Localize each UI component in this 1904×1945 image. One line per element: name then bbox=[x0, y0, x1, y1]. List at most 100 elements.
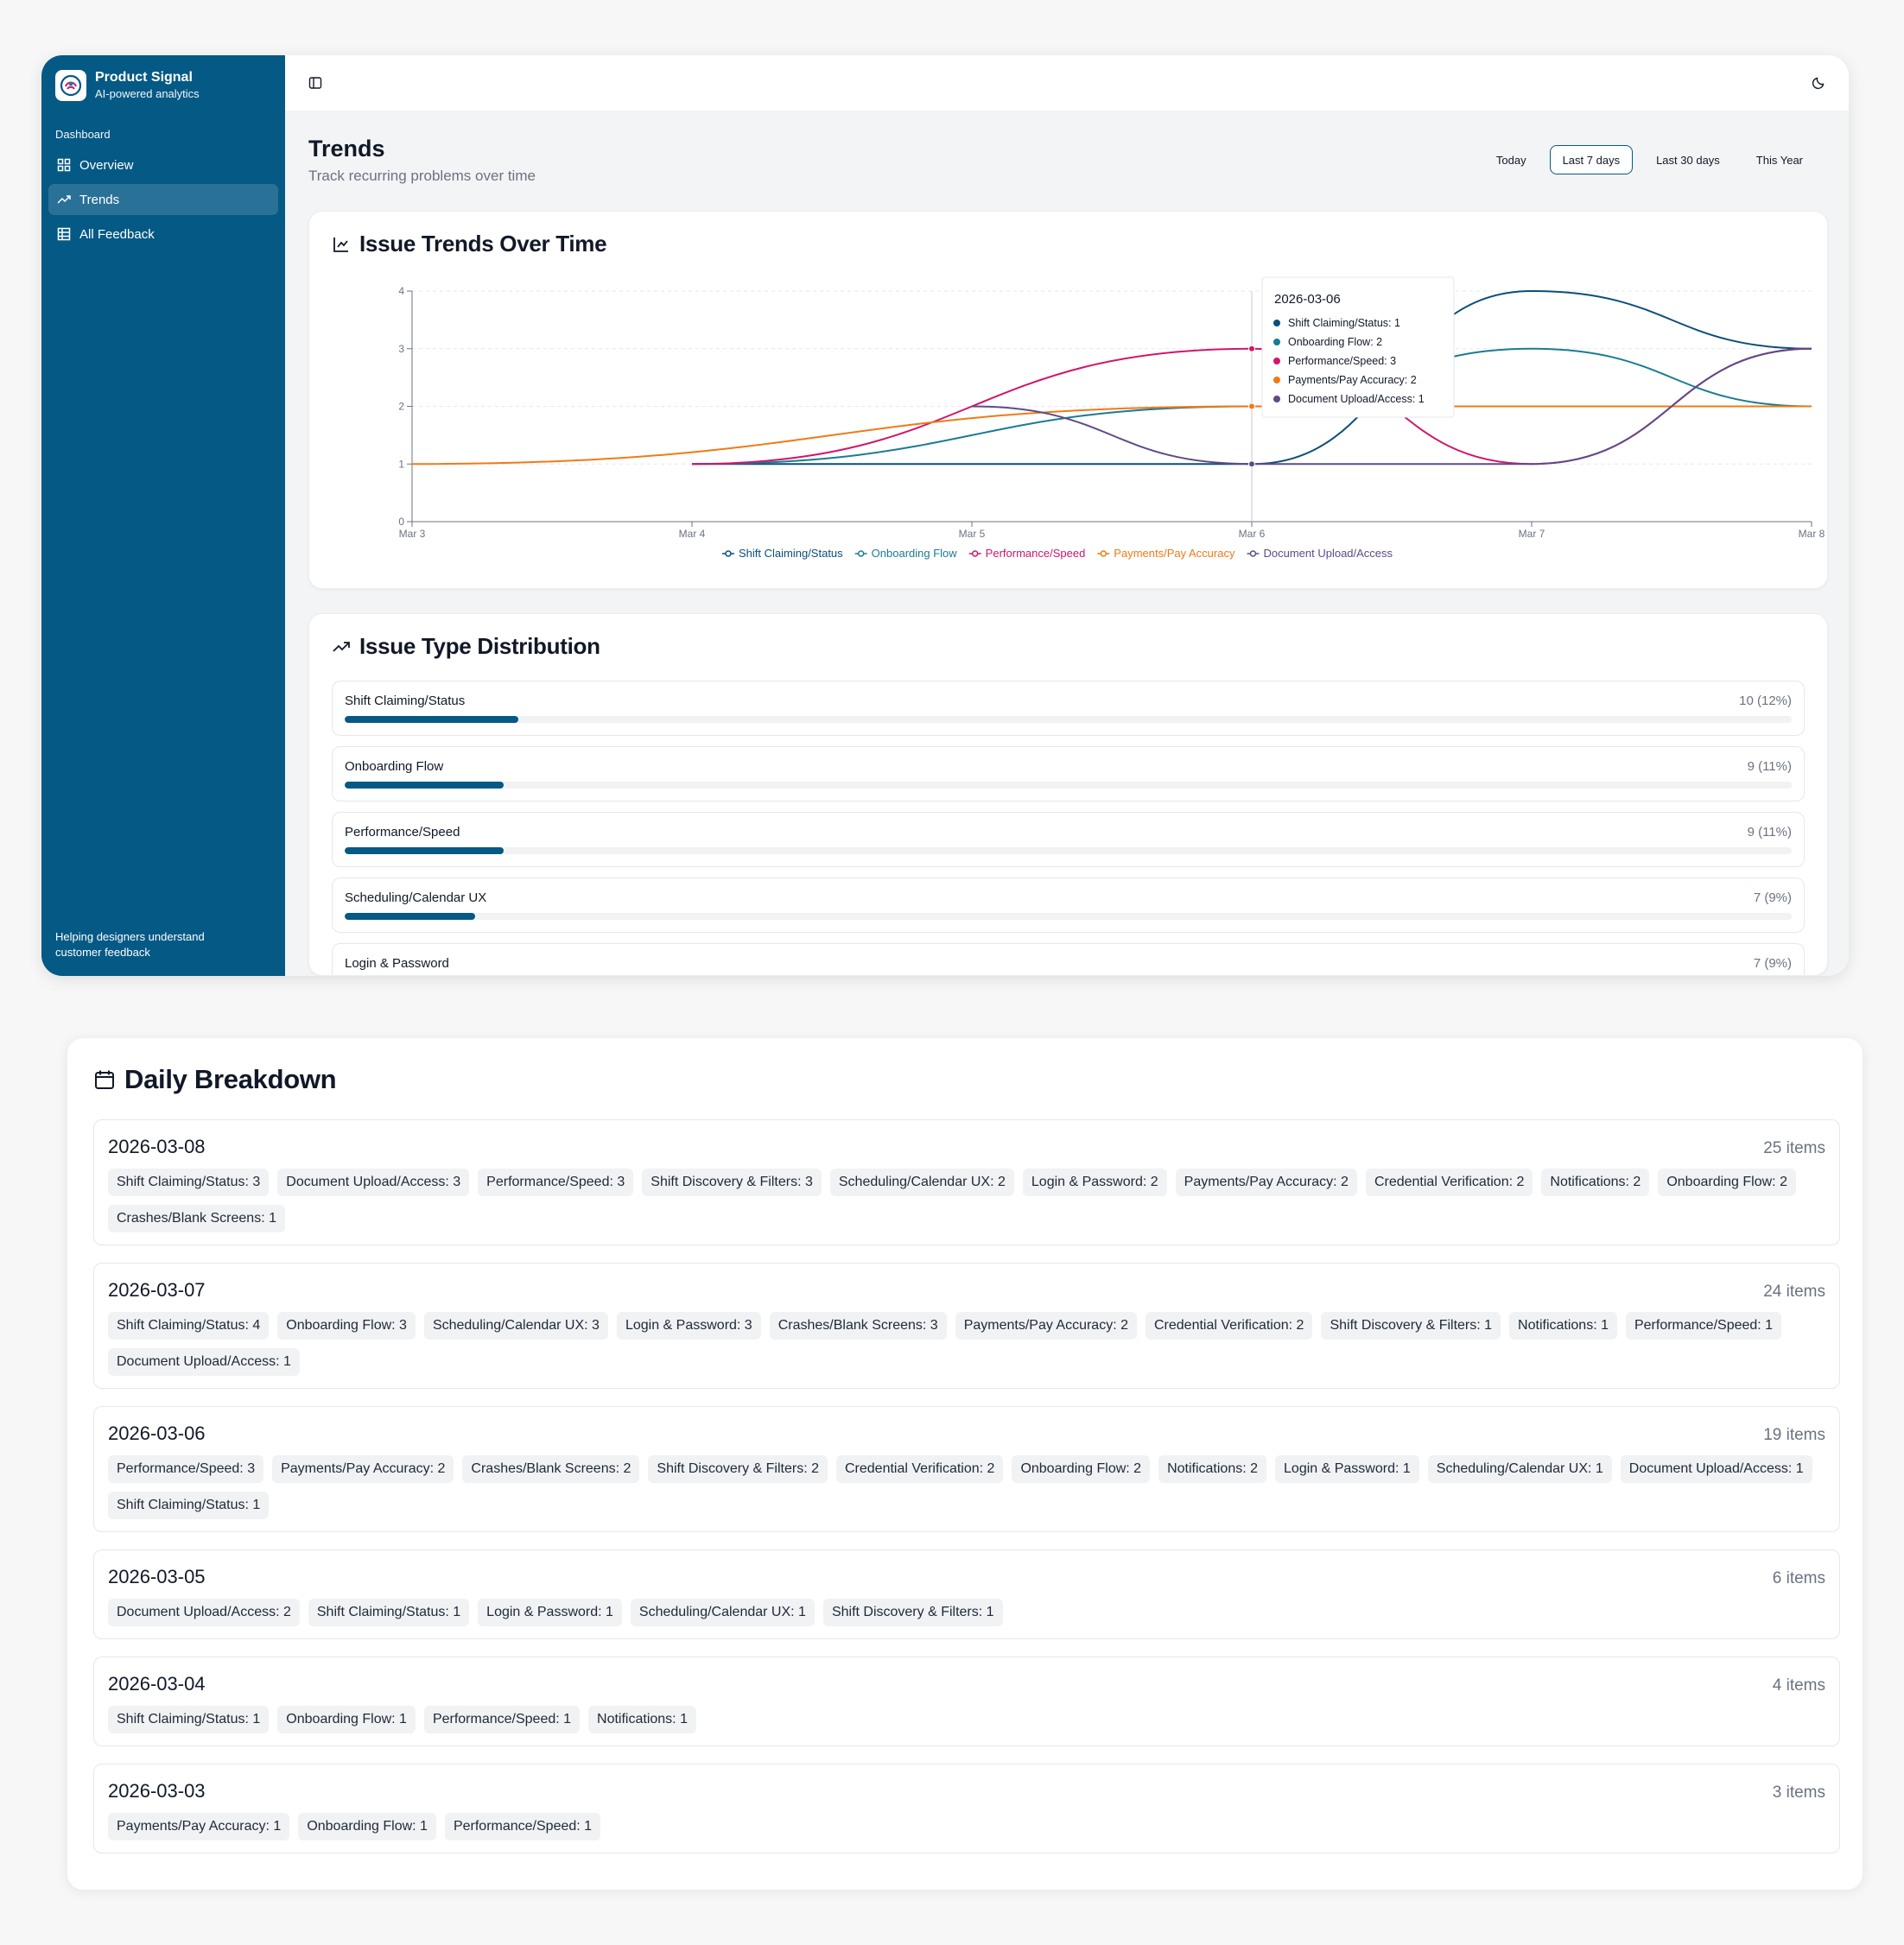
issue-tag: Payments/Pay Accuracy: 1 bbox=[108, 1813, 290, 1840]
issue-tag: Notifications: 2 bbox=[1541, 1169, 1650, 1196]
issue-tag: Crashes/Blank Screens: 2 bbox=[462, 1455, 640, 1483]
issue-tag: Shift Discovery & Filters: 2 bbox=[648, 1455, 828, 1483]
distribution-label: Scheduling/Calendar UX bbox=[345, 890, 487, 905]
issue-tag: Onboarding Flow: 2 bbox=[1658, 1169, 1796, 1196]
issue-tag: Notifications: 1 bbox=[588, 1706, 696, 1733]
distribution-count: 7 (9%) bbox=[1753, 890, 1792, 905]
distribution-row: Performance/Speed 9 (11%) bbox=[332, 812, 1805, 867]
day-date: 2026-03-03 bbox=[108, 1780, 206, 1802]
x-tick-label: Mar 7 bbox=[1519, 528, 1545, 540]
issue-trends-card: Issue Trends Over Time 0 1 2 3 4 Mar 3 Mar 4 Ma… bbox=[308, 211, 1828, 589]
tooltip-date: 2026-03-06 bbox=[1274, 292, 1341, 307]
day-group: 2026-03-08 25 items Shift Claiming/Status:… bbox=[93, 1119, 1840, 1245]
page-title: Trends bbox=[308, 136, 385, 162]
tag-list: Shift Claiming/Status: 3 Document Upload/… bbox=[108, 1169, 1825, 1232]
issue-tag: Shift Claiming/Status: 1 bbox=[308, 1599, 470, 1626]
y-tick-label: 1 bbox=[398, 458, 404, 470]
x-tick-label: Mar 6 bbox=[1239, 528, 1266, 540]
issue-tag: Scheduling/Calendar UX: 3 bbox=[423, 1312, 608, 1340]
sidebar-item-all-feedback[interactable]: All Feedback bbox=[48, 219, 278, 250]
distribution-row: Shift Claiming/Status 10 (12%) bbox=[332, 681, 1805, 736]
distribution-label: Performance/Speed bbox=[345, 825, 460, 839]
y-tick-label: 0 bbox=[398, 516, 404, 528]
distribution-bar-track bbox=[345, 847, 1792, 854]
daily-list: 2026-03-08 25 items Shift Claiming/Status:… bbox=[93, 1119, 1840, 1853]
range-today[interactable]: Today bbox=[1495, 153, 1526, 167]
issue-tag: Onboarding Flow: 2 bbox=[1012, 1455, 1151, 1483]
day-group: 2026-03-03 3 items Payments/Pay Accuracy: … bbox=[93, 1764, 1840, 1853]
sidebar-toggle-icon[interactable] bbox=[304, 72, 327, 94]
issue-tag: Onboarding Flow: 1 bbox=[298, 1813, 436, 1840]
range-last-7-days[interactable]: Last 7 days bbox=[1549, 145, 1634, 174]
x-tick-label: Mar 8 bbox=[1799, 528, 1825, 540]
sidebar-item-overview[interactable]: Overview bbox=[48, 149, 278, 181]
sidebar-item-label: Overview bbox=[79, 157, 134, 173]
chart-legend: Shift Claiming/Status Onboarding Flow Perf… bbox=[722, 547, 1393, 560]
nav-group-label: Dashboard bbox=[55, 128, 111, 141]
card-title-text: Daily Breakdown bbox=[124, 1064, 337, 1094]
tag-list: Shift Claiming/Status: 4 Onboarding Flow:… bbox=[108, 1312, 1825, 1376]
distribution-row: Login & Password 7 (9%) bbox=[332, 943, 1805, 975]
issue-tag: Scheduling/Calendar UX: 2 bbox=[829, 1169, 1014, 1196]
distribution-label: Shift Claiming/Status bbox=[345, 694, 466, 708]
line-chart-icon bbox=[333, 237, 348, 252]
issue-tag: Performance/Speed: 1 bbox=[1625, 1312, 1782, 1340]
issue-tag: Document Upload/Access: 2 bbox=[108, 1599, 300, 1626]
y-tick-label: 4 bbox=[398, 285, 404, 297]
distribution-list: Shift Claiming/Status 10 (12%) Onboarding … bbox=[332, 681, 1805, 975]
sidebar: Product Signal AI-powered analytics Dash… bbox=[41, 55, 285, 976]
legend-label: Document Upload/Access bbox=[1263, 547, 1393, 560]
range-this-year[interactable]: This Year bbox=[1755, 153, 1803, 167]
tag-list: Shift Claiming/Status: 1 Onboarding Flow:… bbox=[108, 1706, 1825, 1733]
day-group: 2026-03-07 24 items Shift Claiming/Status:… bbox=[93, 1263, 1840, 1389]
tooltip-dot bbox=[1273, 377, 1280, 383]
tooltip-dot bbox=[1273, 320, 1280, 326]
day-item-count: 4 items bbox=[1772, 1676, 1825, 1695]
legend-marker bbox=[1249, 550, 1257, 557]
distribution-bar-fill bbox=[345, 913, 475, 920]
app-name: Product Signal bbox=[95, 70, 193, 85]
issue-tag: Payments/Pay Accuracy: 2 bbox=[955, 1312, 1137, 1340]
tag-list: Document Upload/Access: 2 Shift Claiming/… bbox=[108, 1599, 1825, 1626]
calendar-icon bbox=[95, 1070, 114, 1089]
grid-icon bbox=[57, 158, 71, 172]
day-date: 2026-03-08 bbox=[108, 1136, 206, 1157]
topbar bbox=[285, 55, 1849, 111]
tooltip-line: Document Upload/Access: 1 bbox=[1288, 393, 1425, 405]
legend-label: Performance/Speed bbox=[986, 547, 1086, 560]
tooltip-line: Shift Claiming/Status: 1 bbox=[1288, 317, 1400, 329]
data-point bbox=[1248, 402, 1255, 410]
trend-line-chart: 0 1 2 3 4 Mar 3 Mar 4 Mar 5 Mar 6 Mar 7 Mar 8 Shift… bbox=[398, 276, 1825, 560]
distribution-bar-track bbox=[345, 913, 1792, 920]
day-group: 2026-03-06 19 items Performance/Speed: 3 Pa… bbox=[93, 1406, 1840, 1532]
legend-marker bbox=[1100, 550, 1107, 557]
range-last-30-days[interactable]: Last 30 days bbox=[1656, 153, 1720, 167]
theme-toggle-moon-icon[interactable] bbox=[1807, 72, 1830, 94]
day-date: 2026-03-07 bbox=[108, 1279, 206, 1301]
tooltip-box bbox=[1261, 276, 1455, 418]
issue-tag: Performance/Speed: 1 bbox=[423, 1706, 581, 1733]
issue-tag: Crashes/Blank Screens: 1 bbox=[108, 1205, 285, 1232]
day-date: 2026-03-06 bbox=[108, 1422, 206, 1444]
app-window: Product Signal AI-powered analytics Dash… bbox=[41, 55, 1849, 976]
issue-tag: Shift Claiming/Status: 1 bbox=[108, 1706, 270, 1733]
x-tick-label: Mar 5 bbox=[959, 528, 986, 540]
data-point bbox=[1248, 345, 1255, 352]
legend-label: Payments/Pay Accuracy bbox=[1114, 547, 1235, 560]
legend-label: Shift Claiming/Status bbox=[739, 547, 843, 560]
distribution-row: Scheduling/Calendar UX 7 (9%) bbox=[332, 877, 1805, 933]
issue-tag: Login & Password: 1 bbox=[478, 1599, 622, 1626]
trending-up-icon bbox=[333, 641, 350, 652]
sidebar-item-trends[interactable]: Trends bbox=[48, 184, 278, 215]
daily-breakdown-title: Daily Breakdown bbox=[93, 1064, 1840, 1095]
main-panel: Trends Track recurring problems over tim… bbox=[285, 55, 1849, 976]
sidebar-item-label: All Feedback bbox=[79, 226, 155, 242]
tooltip-line: Performance/Speed: 3 bbox=[1288, 355, 1396, 367]
chart-tooltip: 2026-03-06 Shift Claiming/Status: 1 Onboar… bbox=[1261, 276, 1455, 418]
distribution-bar-fill bbox=[345, 847, 505, 854]
day-item-count: 3 items bbox=[1772, 1783, 1825, 1802]
x-tick-label: Mar 3 bbox=[399, 528, 426, 540]
distribution-row: Onboarding Flow 9 (11%) bbox=[332, 746, 1805, 801]
issue-distribution-card: Issue Type Distribution Shift Claiming/S… bbox=[308, 613, 1828, 976]
legend-marker bbox=[971, 550, 979, 557]
